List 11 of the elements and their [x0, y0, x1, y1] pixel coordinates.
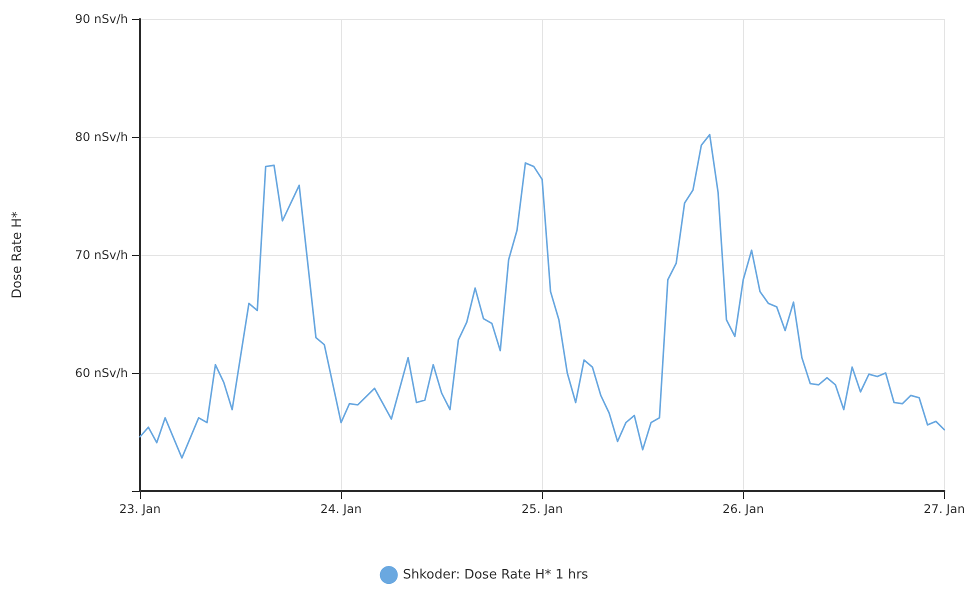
x-tick-label: 23. Jan — [119, 502, 161, 516]
y-tick-label: 60 nSv/h — [74, 366, 128, 380]
y-tick-label: 90 nSv/h — [74, 12, 128, 26]
x-tick-label: 27. Jan — [924, 502, 966, 516]
y-tick-label: 80 nSv/h — [74, 130, 128, 144]
x-tick-label: 26. Jan — [722, 502, 764, 516]
y-axis-title: Dose Rate H* — [10, 210, 25, 299]
y-tick-label: 70 nSv/h — [74, 248, 128, 262]
x-tick-label: 25. Jan — [521, 502, 563, 516]
x-tick-label: 24. Jan — [320, 502, 362, 516]
legend-label: Shkoder: Dose Rate H* 1 hrs — [402, 568, 588, 582]
